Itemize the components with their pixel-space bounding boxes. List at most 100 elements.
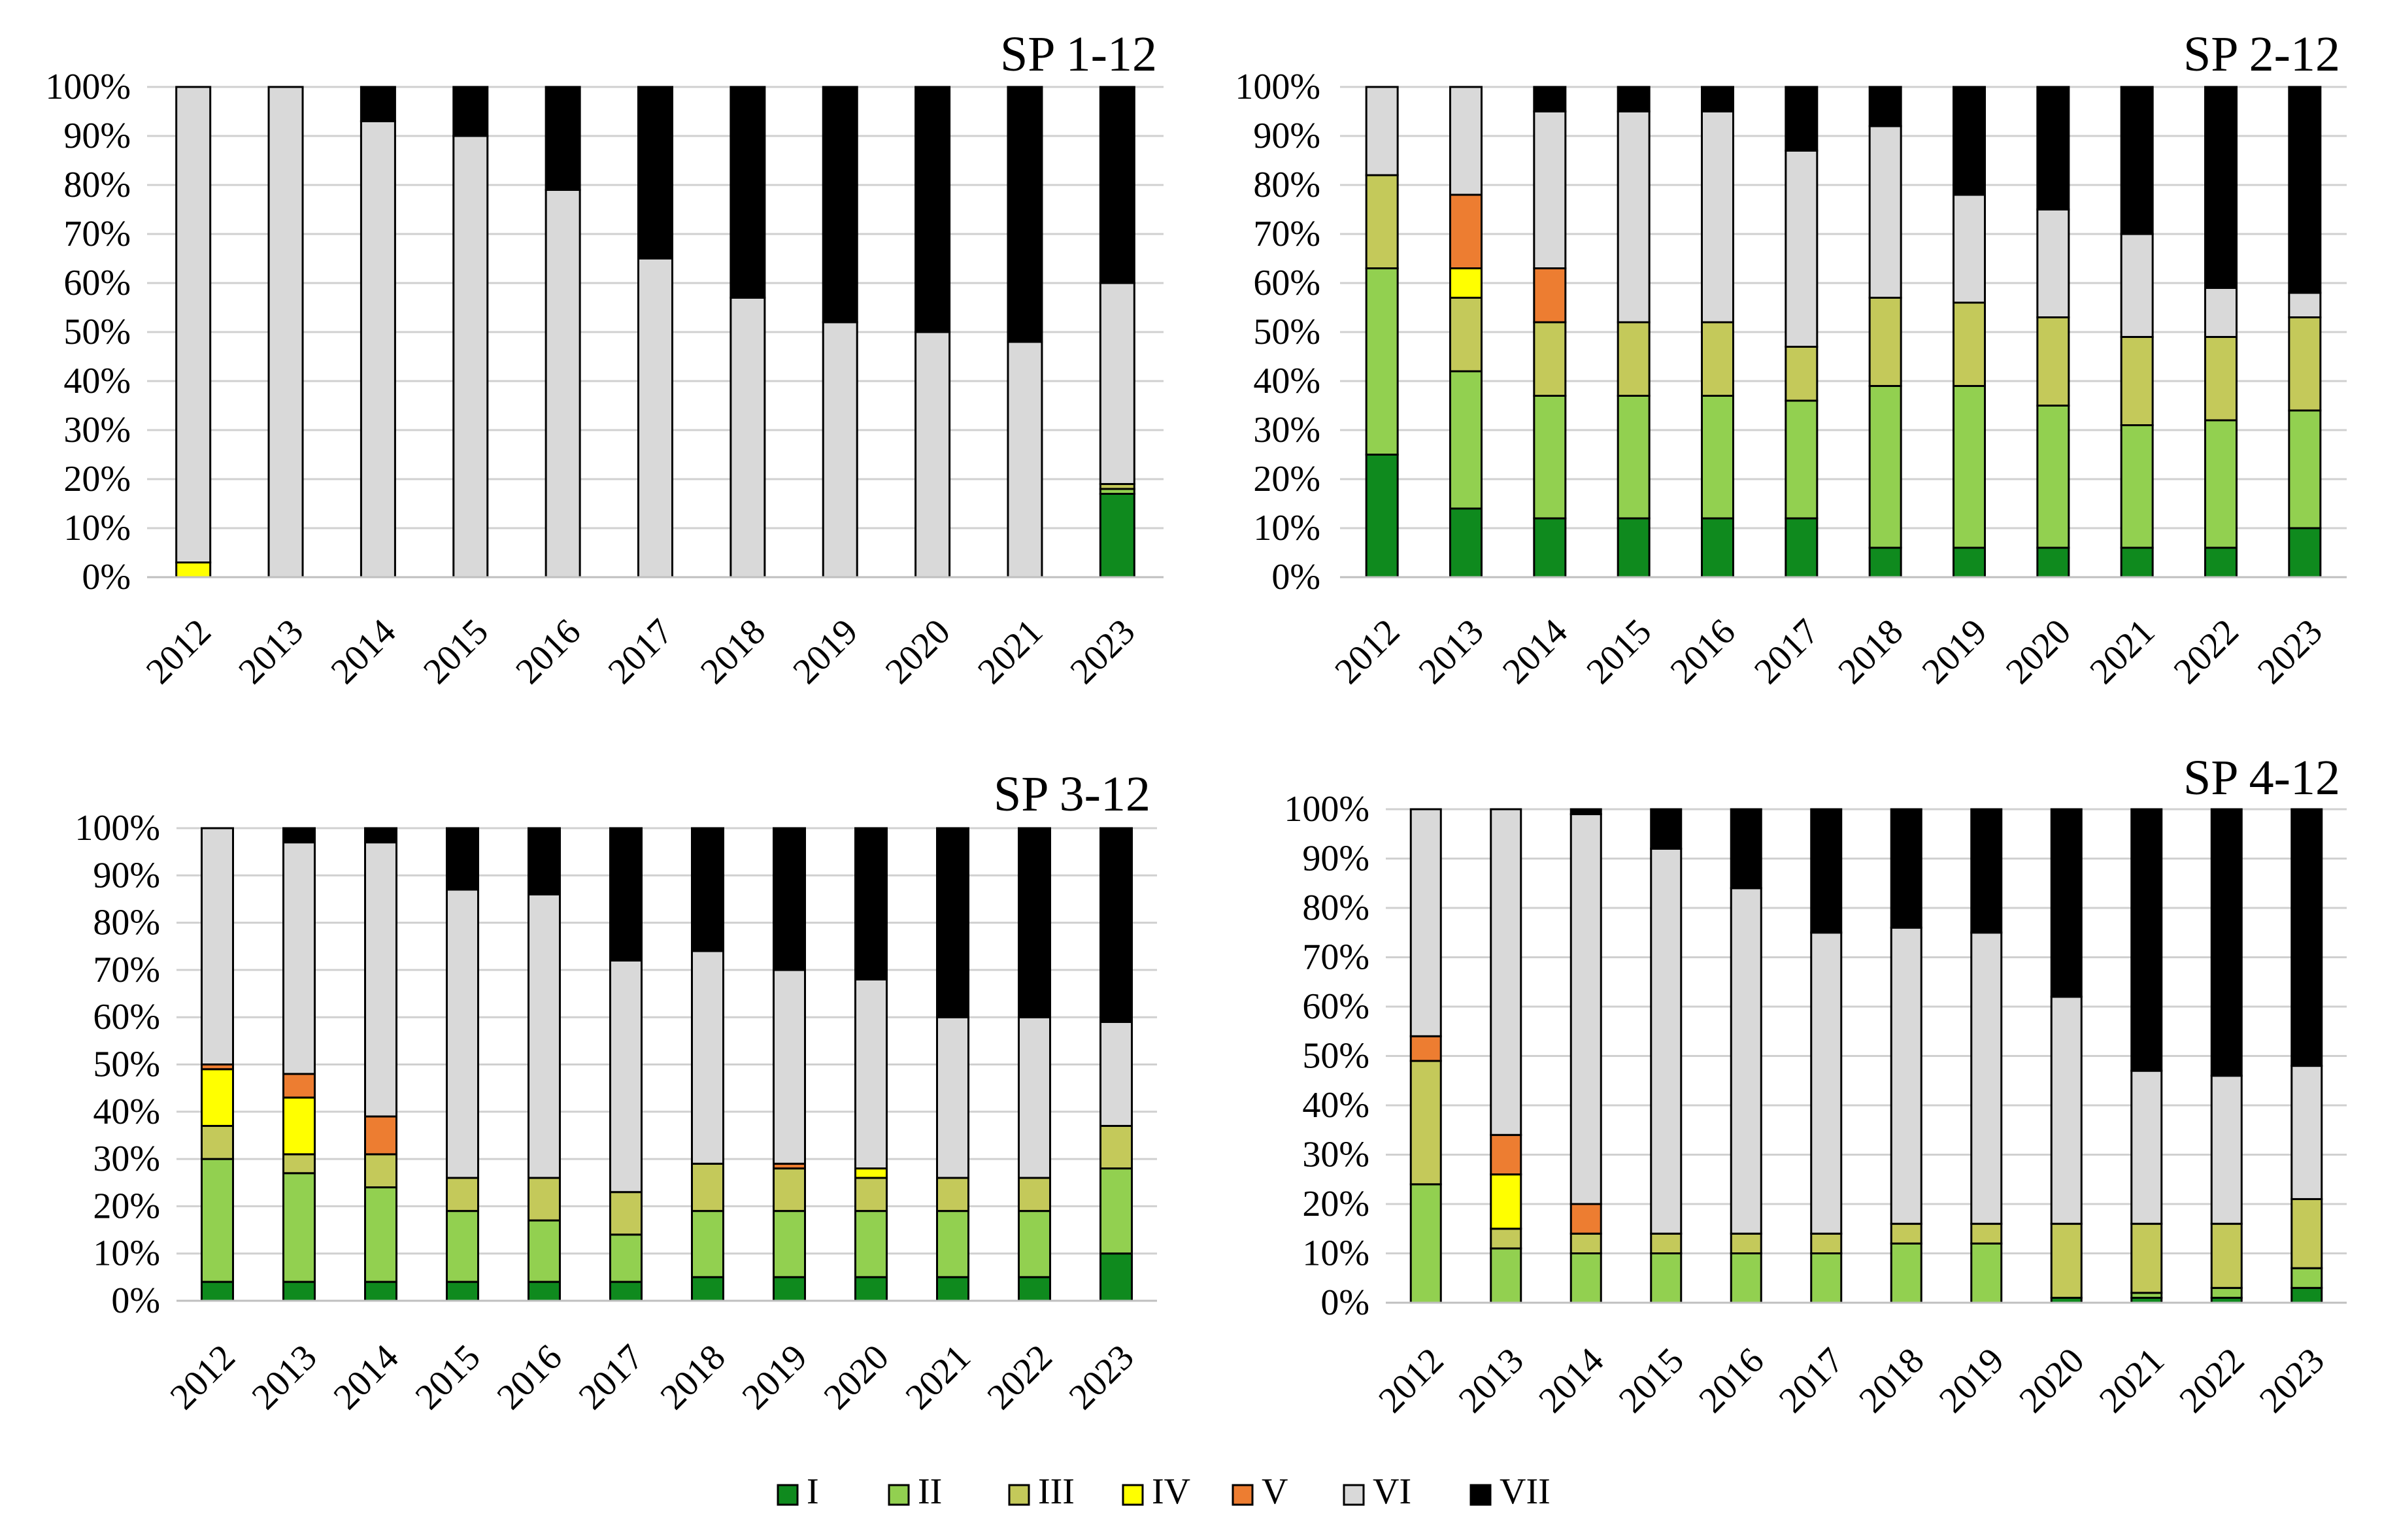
bar-segment-II — [609, 1233, 643, 1283]
bar-segment-I — [446, 1281, 479, 1302]
bar-segment-VII — [364, 827, 397, 844]
x-tick-label: 2012 — [139, 611, 219, 692]
bar-segment-VI — [452, 135, 489, 578]
x-tick-label: 2023 — [2252, 1340, 2332, 1420]
x-tick-label: 2019 — [785, 611, 865, 692]
legend-label-I: I — [807, 1471, 819, 1512]
legend-label-IV: IV — [1152, 1471, 1190, 1512]
bar-segment-VII — [1018, 827, 1051, 1018]
x-tick-label: 2015 — [408, 1337, 488, 1417]
bar-segment-III — [1701, 321, 1734, 397]
y-tick-label: 20% — [1302, 1184, 1369, 1224]
bar-segment-III — [773, 1167, 806, 1213]
y-tick-label: 20% — [1253, 459, 1320, 499]
bar-segment-VI — [1533, 110, 1567, 269]
x-tick-label: 2012 — [1327, 611, 1407, 692]
bar-segment-III — [2036, 316, 2070, 407]
bar-segment-I — [691, 1276, 724, 1302]
bar-segment-III — [1449, 297, 1483, 373]
bar-segment-VI — [2288, 292, 2322, 318]
bar-segment-I — [2036, 546, 2070, 578]
bar-segment-I — [1533, 517, 1567, 578]
bar-segment-II — [1365, 267, 1399, 456]
bar-segment-VII — [730, 86, 766, 299]
bar-segment-I — [1365, 454, 1399, 578]
y-tick-label: 60% — [1302, 986, 1369, 1027]
bar-segment-V — [364, 1115, 397, 1156]
y-tick-label: 10% — [1253, 508, 1320, 548]
x-tick-label: 2016 — [1663, 611, 1743, 692]
bar-segment-IV — [282, 1096, 316, 1156]
bar-segment-I — [1701, 517, 1734, 578]
legend-swatch-I — [777, 1484, 799, 1506]
y-tick-label: 70% — [1253, 214, 1320, 254]
bar-segment-VI — [282, 841, 316, 1075]
bar-segment-I — [2290, 1286, 2323, 1304]
bar-segment-VII — [2120, 86, 2154, 235]
bar-segment-VII — [1810, 808, 1843, 934]
bar-segment-VI — [609, 959, 643, 1194]
bar-segment-II — [1730, 1252, 1762, 1304]
bar-segment-VII — [773, 827, 806, 971]
x-tick-label: 2012 — [1371, 1340, 1451, 1420]
y-tick-label: 0% — [1271, 557, 1320, 597]
bar-segment-II — [1890, 1242, 1922, 1304]
bar-segment-IV — [175, 561, 212, 578]
bar-segment-II — [446, 1210, 479, 1283]
bar-segment-II — [2036, 405, 2070, 549]
bar-segment-II — [854, 1210, 888, 1279]
bar-segment-II — [2204, 419, 2238, 549]
bar-segment-VI — [201, 827, 234, 1065]
bar-segment-III — [1533, 321, 1567, 397]
y-tick-label: 90% — [1253, 116, 1320, 156]
x-tick-label: 2020 — [816, 1337, 897, 1417]
bar-segment-I — [1099, 493, 1135, 578]
bar-segment-III — [2290, 1197, 2323, 1269]
bar-segment-II — [1617, 395, 1651, 520]
bar-segment-III — [2204, 336, 2238, 422]
y-tick-label: 50% — [1302, 1036, 1369, 1077]
chart-panel: 0% 10% 20% 30% 40% 50% 60% 70% 80% 90% 100% SP 3-12… — [75, 767, 1157, 1417]
x-tick-label: 2017 — [1771, 1340, 1852, 1420]
bar-segment-VII — [282, 827, 316, 844]
x-tick-label: 2019 — [735, 1337, 815, 1417]
bar-segment-VI — [1569, 813, 1602, 1205]
bar-segment-VI — [1970, 931, 2003, 1225]
bar-segment-VII — [2288, 86, 2322, 294]
bar-segment-I — [773, 1276, 806, 1302]
bar-segment-VI — [2050, 996, 2083, 1225]
legend-swatch-VI — [1343, 1484, 1365, 1506]
x-tick-label: 2022 — [2166, 611, 2247, 692]
legend-swatch-II — [888, 1484, 910, 1506]
bar-segment-VII — [528, 827, 561, 896]
bar-segment-II — [2290, 1267, 2323, 1289]
bar-segment-V — [282, 1073, 316, 1099]
bar-segment-II — [691, 1210, 724, 1279]
bar-segment-I — [282, 1281, 316, 1302]
bar-segment-VI — [1365, 86, 1399, 176]
bar-segment-VII — [2210, 808, 2243, 1077]
x-tick-label: 2012 — [163, 1337, 243, 1417]
y-tick-label: 0% — [111, 1281, 160, 1321]
bar-segment-I — [609, 1281, 643, 1302]
legend-label-V: V — [1262, 1471, 1288, 1512]
y-tick-label: 80% — [63, 165, 131, 205]
bar-segment-VI — [914, 331, 951, 578]
bar-segment-IV — [201, 1068, 234, 1127]
bar-segment-VI — [267, 86, 304, 578]
y-tick-label: 10% — [1302, 1233, 1369, 1274]
bar-segment-II — [201, 1158, 234, 1283]
bar-segment-VI — [2120, 233, 2154, 338]
bar-segment-III — [1730, 1232, 1762, 1255]
y-tick-label: 50% — [93, 1045, 160, 1085]
bar-segment-II — [1449, 370, 1483, 510]
legend-label-III: III — [1038, 1471, 1075, 1512]
bar-segment-VII — [1701, 86, 1734, 112]
bar-segment-VI — [1449, 86, 1483, 196]
x-tick-label: 2023 — [1062, 1337, 1142, 1417]
x-tick-label: 2018 — [653, 1337, 733, 1417]
bar-segment-II — [1970, 1242, 2003, 1304]
bar-segment-VII — [1533, 86, 1567, 112]
x-tick-label: 2014 — [1495, 611, 1575, 692]
x-tick-label: 2014 — [326, 1337, 407, 1417]
